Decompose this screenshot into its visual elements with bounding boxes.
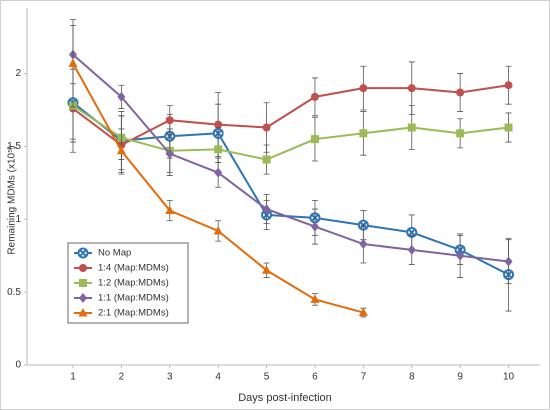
marker (214, 167, 223, 178)
x-tick-label: 8 (409, 372, 415, 383)
x-tick-label: 6 (312, 372, 318, 383)
y-tick-label: 1 (15, 214, 21, 225)
series-line (72, 101, 509, 276)
y-axis-label: Remaining MDMs (x10⁵) (7, 145, 18, 254)
marker (359, 84, 368, 93)
marker (456, 88, 465, 97)
marker (116, 145, 126, 155)
marker (359, 129, 368, 138)
marker (504, 81, 513, 90)
marker (504, 123, 513, 132)
series-line (72, 104, 509, 161)
marker (262, 155, 271, 164)
series-line (72, 53, 509, 263)
x-tick-label: 3 (167, 372, 173, 383)
marker (165, 205, 175, 215)
legend-label: 1:1 (Map:MDMs) (98, 293, 169, 304)
marker (456, 250, 465, 261)
x-tick-label: 5 (264, 372, 270, 383)
marker (456, 129, 465, 138)
x-axis-label: Days post-infection (238, 392, 332, 404)
marker (310, 135, 319, 144)
x-tick-label: 7 (361, 372, 367, 383)
marker (358, 307, 368, 317)
marker (262, 265, 272, 274)
marker (77, 247, 89, 259)
x-tick-label: 1 (70, 372, 76, 383)
marker (165, 116, 174, 125)
marker (407, 123, 416, 132)
marker (79, 279, 87, 287)
marker (117, 91, 126, 102)
marker (214, 120, 223, 129)
marker (165, 148, 174, 159)
marker (79, 264, 87, 272)
marker (79, 293, 87, 303)
y-tick-label: 0 (15, 360, 21, 371)
marker (214, 145, 223, 154)
marker (359, 239, 368, 250)
marker (407, 84, 416, 93)
marker (78, 308, 88, 317)
marker (310, 294, 320, 303)
x-tick-label: 2 (119, 372, 125, 383)
x-tick-label: 9 (457, 372, 463, 383)
y-tick-label: 0.5 (7, 287, 21, 298)
marker (213, 225, 223, 235)
marker (262, 204, 271, 215)
legend-label: No Map (98, 248, 131, 259)
y-tick-label: 2 (15, 68, 21, 79)
marker (68, 58, 78, 67)
y-tick-label: 1.5 (7, 141, 21, 152)
marker (406, 226, 418, 238)
x-tick-label: 10 (503, 372, 515, 383)
legend-label: 1:2 (Map:MDMs) (98, 278, 169, 289)
marker (504, 256, 513, 267)
marker (262, 123, 271, 132)
marker (310, 221, 319, 232)
legend-label: 1:4 (Map:MDMs) (98, 263, 169, 274)
marker (407, 244, 416, 255)
series-line (72, 84, 509, 147)
legend-label: 2:1 (Map:MDMs) (98, 308, 169, 319)
x-tick-label: 4 (215, 372, 221, 383)
marker (310, 92, 319, 101)
